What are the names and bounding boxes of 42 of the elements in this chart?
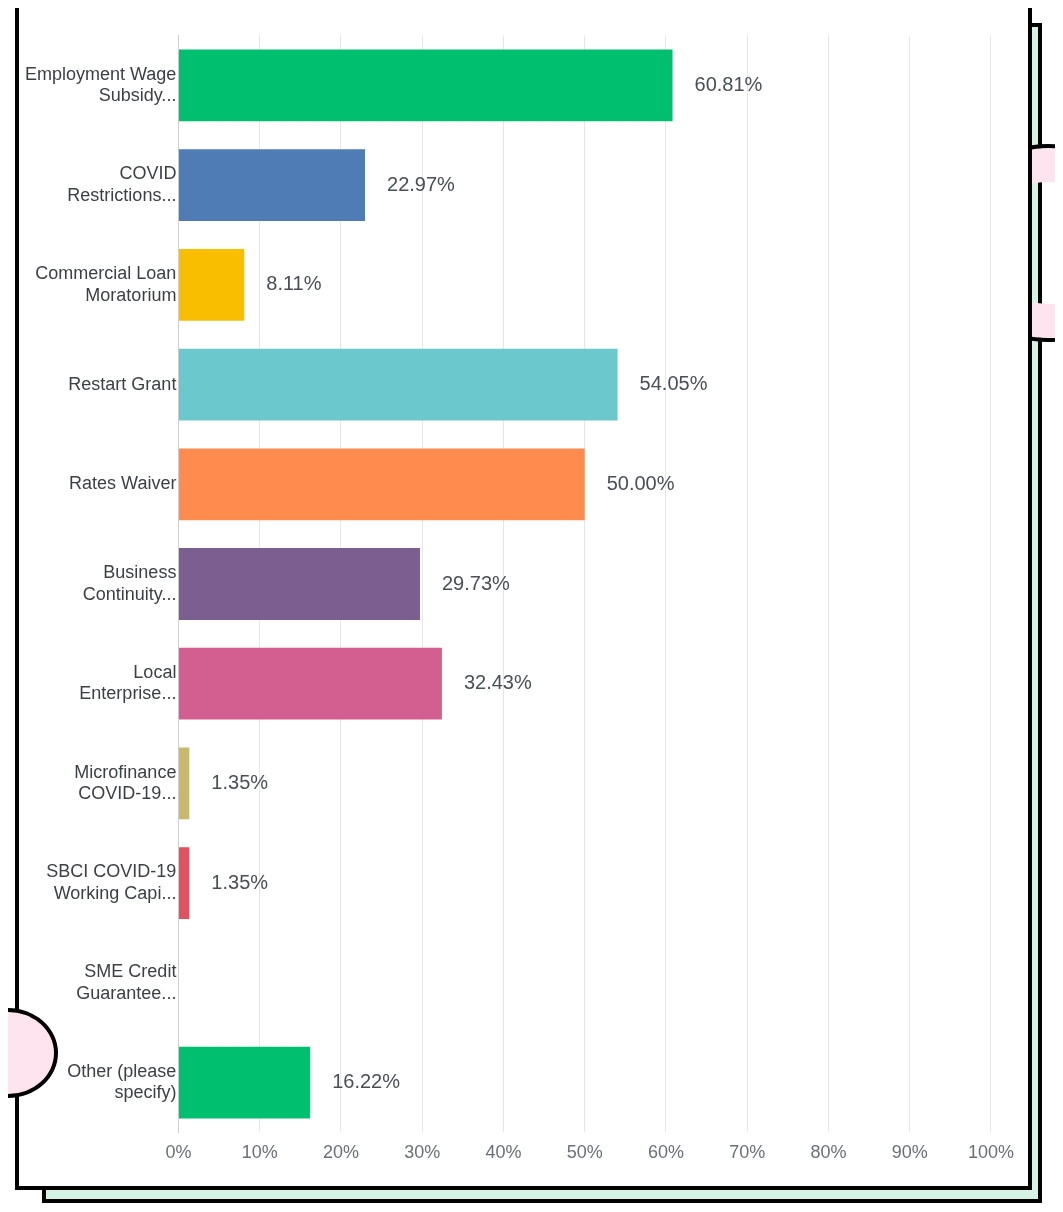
y-tick-label: Microfinance COVID-19... [74, 761, 177, 804]
y-tick-label: Restart Grant [68, 373, 177, 394]
bar [178, 448, 585, 521]
x-tick-label: 0% [165, 1142, 192, 1163]
data-label: 22.97% [387, 172, 456, 195]
x-tick-label: 70% [729, 1142, 766, 1163]
data-label: 1.35% [211, 870, 269, 893]
x-tick-label: 60% [647, 1142, 684, 1163]
data-label: 32.43% [463, 671, 532, 694]
x-tick-label: 50% [566, 1142, 603, 1163]
x-tick-label: 40% [485, 1142, 522, 1163]
bar [178, 647, 442, 720]
y-tick-label: Business Continuity... [82, 562, 177, 604]
bar [178, 49, 673, 122]
bar [178, 747, 190, 820]
x-tick-label: 80% [810, 1142, 847, 1163]
y-tick-label: Rates Waiver [69, 473, 177, 494]
x-tick-label: 30% [404, 1142, 441, 1163]
bar [178, 847, 190, 920]
x-tick-label: 90% [891, 1142, 928, 1163]
y-tick-label: SME Credit Guarantee... [76, 961, 177, 1003]
data-label: 50.00% [606, 471, 675, 494]
bar [178, 248, 245, 321]
data-label: 29.73% [441, 571, 511, 594]
data-label: 60.81% [694, 72, 763, 95]
y-tick-label: SBCI COVID-19 Working Capi... [46, 861, 177, 903]
y-tick-label: Other (please specify) [67, 1060, 177, 1103]
bar [178, 348, 618, 421]
data-label: 8.11% [266, 272, 322, 295]
x-tick-label: 100% [967, 1142, 1014, 1163]
y-tick-label: Commercial Loan Moratorium [35, 263, 177, 305]
y-tick-label: Employment Wage Subsidy... [24, 63, 177, 106]
data-label: 16.22% [332, 1070, 401, 1093]
bar [178, 149, 366, 222]
data-label: 54.05% [639, 372, 708, 395]
data-label: 1.35% [211, 770, 269, 793]
x-tick-label: 10% [241, 1142, 278, 1163]
y-tick-label: COVID Restrictions... [67, 163, 177, 205]
bar [178, 548, 420, 620]
x-tick-label: 20% [322, 1142, 359, 1163]
y-tick-label: Local Enterprise... [79, 661, 177, 704]
bar [178, 1046, 311, 1119]
